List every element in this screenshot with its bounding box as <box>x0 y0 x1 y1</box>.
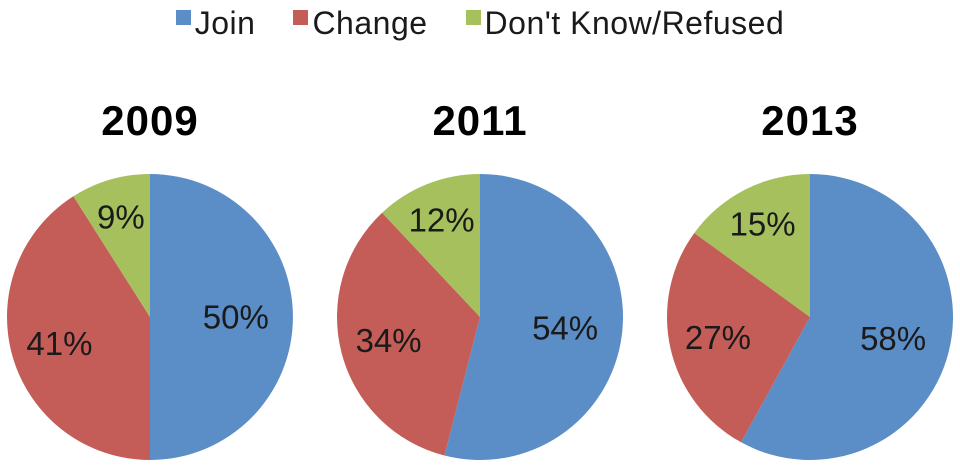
pie-value-label: 41% <box>26 325 92 362</box>
legend-swatch-dont-know-refused-icon <box>465 10 481 25</box>
pie-slice-don-t-know-refused <box>73 174 150 317</box>
pie-svg-2013: 58% 27% 15% <box>667 174 954 460</box>
legend: Join Change Don't Know/Refused <box>0 0 960 44</box>
legend-item-dont-know-refused: Don't Know/Refused <box>465 5 785 41</box>
legend-label-change: Change <box>312 5 428 41</box>
legend-label-join: Join <box>194 5 256 41</box>
pie-slice-join <box>444 174 623 460</box>
pie-svg-2009: 50% 41% 9% <box>7 174 293 460</box>
pie-value-label: 9% <box>97 198 145 235</box>
pie-chart-2009: 2009 50% 41% 9% <box>0 44 300 463</box>
pie-slice-join <box>741 174 954 460</box>
pie-value-label: 54% <box>532 309 598 346</box>
pie-slice-don-t-know-refused <box>694 174 810 317</box>
pie-slice-change <box>667 232 810 443</box>
pie-value-label: 15% <box>730 206 796 243</box>
legend-swatch-join-icon <box>175 10 191 25</box>
legend-item-change: Change <box>293 5 427 41</box>
pie-title-2013: 2013 <box>761 97 859 144</box>
pie-title-2009: 2009 <box>101 97 199 144</box>
pie-slice-join <box>150 174 293 460</box>
pie-chart-2011: 2011 54% 34% 12% <box>330 44 630 463</box>
pie-chart-2013: 2013 58% 27% 15% <box>660 44 960 463</box>
legend-item-join: Join <box>175 5 256 41</box>
pie-slice-change <box>337 212 480 456</box>
pie-value-label: 50% <box>203 299 269 336</box>
legend-label-dont-know-refused: Don't Know/Refused <box>484 5 785 41</box>
pie-svg-2011: 54% 34% 12% <box>337 174 623 460</box>
pie-value-label: 34% <box>356 322 422 359</box>
pie-value-label: 12% <box>409 201 475 238</box>
pie-slice-change <box>7 196 151 460</box>
pie-title-2011: 2011 <box>432 97 528 144</box>
pie-value-label: 58% <box>860 320 926 357</box>
pie-value-label: 27% <box>685 319 751 356</box>
legend-swatch-change-icon <box>293 10 309 25</box>
pie-slice-don-t-know-refused <box>382 174 480 317</box>
pie-charts-row: 2009 50% 41% 9% 2011 54% 34% 12% 2013 58% 27%… <box>0 44 960 463</box>
